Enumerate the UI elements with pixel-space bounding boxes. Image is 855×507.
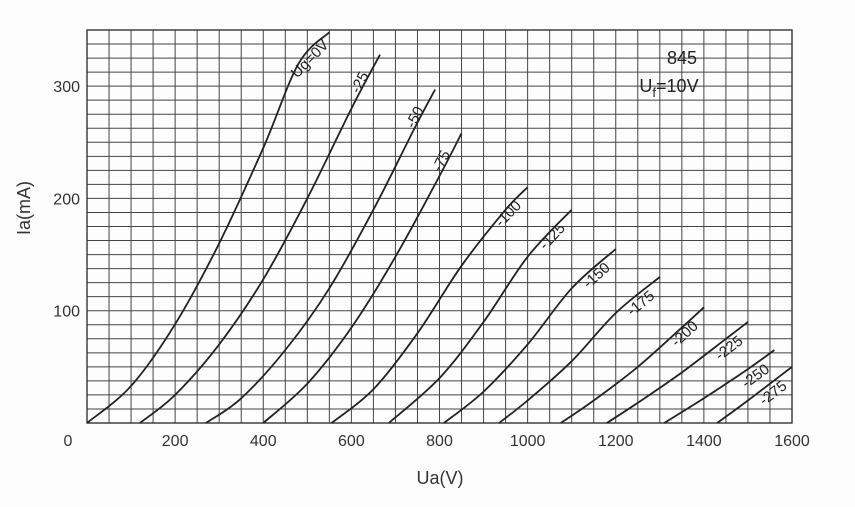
y-axis-label: Ia(mA) <box>14 181 34 235</box>
x-tick-label: 200 <box>162 433 189 450</box>
x-tick-label: 1400 <box>686 433 722 450</box>
x-tick-label: 1000 <box>510 433 546 450</box>
curve-series-8 <box>560 306 705 424</box>
curve-label-4: -100 <box>492 197 525 230</box>
curve-label-9: -225 <box>712 332 746 364</box>
curve-series-3 <box>262 132 463 424</box>
curve-series-7 <box>498 276 661 424</box>
curve-series-5 <box>388 209 573 424</box>
curve-label-7: -175 <box>624 287 658 319</box>
filament-subscript: f <box>652 85 656 100</box>
x-tick-label: 800 <box>426 433 453 450</box>
curve-series-6 <box>443 248 617 424</box>
tube-type-label: 845 <box>667 48 697 68</box>
curve-series-2 <box>205 89 436 424</box>
x-tick-label: 1600 <box>774 433 810 450</box>
y-tick-label: 300 <box>53 79 80 96</box>
x-tick-label: 1200 <box>598 433 634 450</box>
x-tick-label: 400 <box>250 433 277 450</box>
curve-series-4 <box>330 186 529 424</box>
curve-label-6: -150 <box>580 259 614 292</box>
curves <box>86 31 793 424</box>
curve-series-11 <box>716 366 793 424</box>
curve-series-1 <box>139 54 381 424</box>
tick-labels: 0 200 400 600 800 1000 1200 1400 1600 100 200 300 <box>53 79 810 450</box>
plot-frame <box>86 29 793 424</box>
annotation-box: 845 Uf=10V <box>639 48 698 100</box>
x-tick-label: 600 <box>338 433 365 450</box>
grid <box>86 29 793 424</box>
curve-series-10 <box>663 349 775 424</box>
y-tick-label: 200 <box>53 191 80 208</box>
filament-voltage-label: Uf=10V <box>639 76 698 100</box>
curve-series-0 <box>86 31 330 424</box>
curve-label-0: Ug=0V <box>288 37 333 82</box>
curve-series-9 <box>606 321 749 424</box>
filament-prefix: U <box>639 76 652 96</box>
filament-value: =10V <box>656 76 699 96</box>
curve-label-2: -50 <box>403 104 428 131</box>
y-tick-label: 100 <box>53 304 80 321</box>
curve-label-5: -125 <box>536 220 569 254</box>
x-tick-label: 0 <box>64 433 73 450</box>
x-axis-label: Ua(V) <box>416 468 463 488</box>
curve-label-8: -200 <box>668 318 702 351</box>
